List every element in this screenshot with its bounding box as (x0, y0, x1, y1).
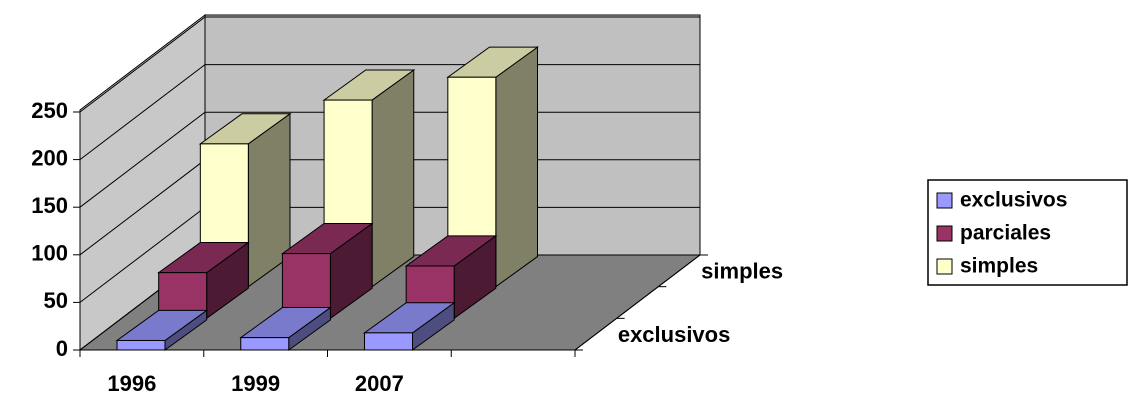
legend-swatch (936, 225, 953, 242)
column-side (495, 46, 538, 288)
legend-swatch (936, 192, 953, 209)
depth-axis (574, 254, 701, 351)
column-front (364, 332, 413, 351)
y-tick-label: 200 (31, 145, 68, 170)
x-tick-label: 1996 (107, 371, 156, 396)
column-side (371, 69, 415, 288)
column-front (116, 339, 166, 351)
legend-label: parciales (960, 222, 1051, 245)
x-tick-label: 2007 (355, 371, 404, 396)
legend-label: simples (960, 255, 1038, 278)
legend-box (927, 179, 1128, 286)
y-tick-label: 50 (44, 288, 68, 313)
legend-label: exclusivos (960, 189, 1067, 212)
y-tick-label: 150 (31, 193, 68, 218)
y-tick-label: 100 (31, 241, 68, 266)
column-front (240, 337, 290, 351)
y-tick-label: 0 (56, 336, 68, 361)
y-tick-label: 250 (31, 98, 68, 123)
depth-label: exclusivos (618, 322, 731, 347)
x-tick-label: 1999 (231, 371, 280, 396)
legend-swatch (936, 258, 953, 275)
grid-line (79, 16, 700, 113)
depth-label: simples (701, 259, 783, 284)
